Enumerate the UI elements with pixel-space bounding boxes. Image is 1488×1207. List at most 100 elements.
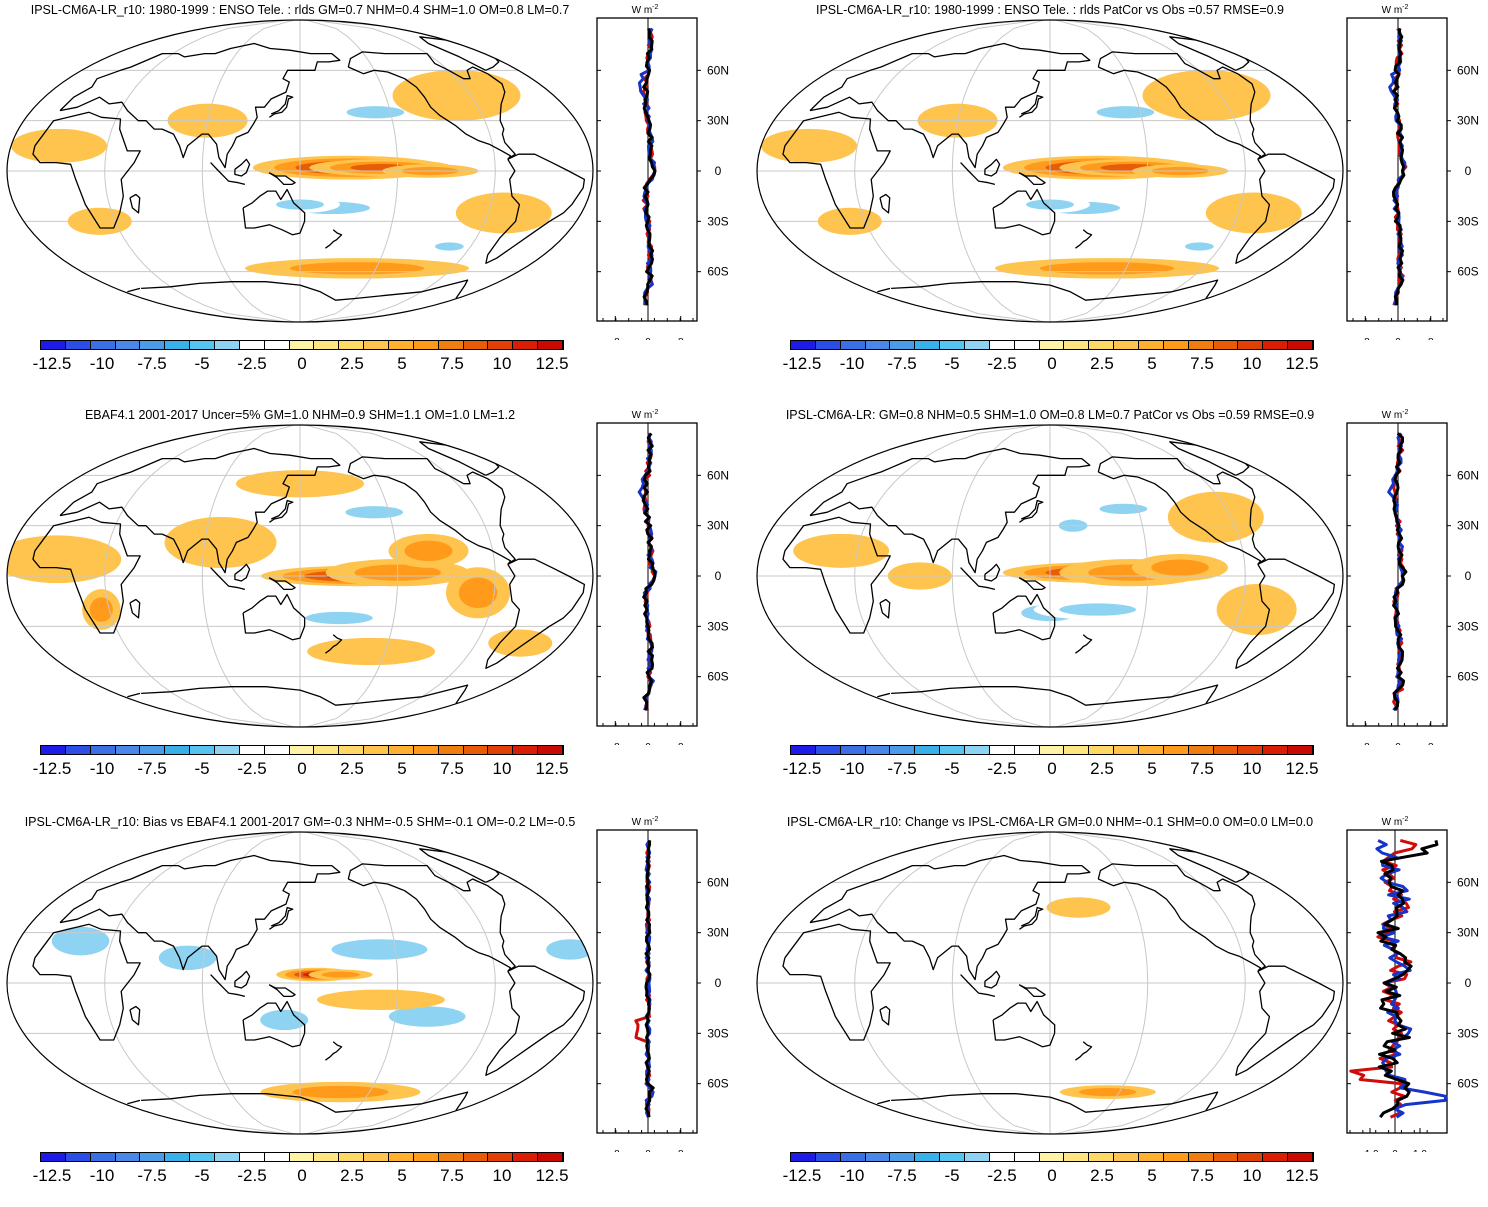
lat-tick-label: 60N [707, 875, 729, 889]
coastline [877, 279, 1219, 301]
coastline [984, 158, 1001, 177]
x-tick-label: -8 [1361, 337, 1370, 340]
anomaly-region [1078, 1087, 1137, 1097]
colorbar [790, 340, 1314, 350]
colorbar-box [1139, 1153, 1164, 1161]
lat-tick-label: 30S [707, 619, 728, 633]
colorbar-box [1163, 1153, 1189, 1161]
colorbar-box [513, 746, 539, 754]
colorbar-box [41, 746, 66, 754]
colorbar-label: 0 [1047, 759, 1057, 778]
zonal-mean-plot: W m-2 60N 30N 0 30S 60S -1.0 0 1.0 [1346, 816, 1479, 1152]
colorbar-box [1263, 746, 1289, 754]
anomaly-region [392, 70, 521, 121]
lat-tick-label: 0 [715, 976, 722, 990]
coastline [210, 567, 246, 591]
colorbar-box [815, 341, 841, 349]
x-tick-label: -8 [1361, 742, 1370, 745]
colorbar-label: 12.5 [1285, 1166, 1319, 1185]
colorbar-box [1238, 1153, 1264, 1161]
coastline [348, 66, 512, 160]
colorbar-box [1014, 746, 1040, 754]
coastline [325, 1041, 343, 1061]
coastline [809, 854, 1091, 981]
coastline [347, 456, 516, 565]
coastline [269, 94, 294, 118]
svg-text:W m-2: W m-2 [632, 816, 659, 828]
colorbar-box [1014, 1153, 1040, 1161]
colorbar-label: 10 [1242, 1166, 1262, 1185]
colorbar-label: 12.5 [1285, 354, 1319, 373]
map-figure: W m-2 60N 30N 0 30S 60S -8 0 8 [756, 409, 1479, 745]
anomaly-region [1099, 503, 1148, 514]
anomaly-region [51, 926, 110, 956]
panel-title: IPSL-CM6A-LR_r10: Bias vs EBAF4.1 2001-2… [24, 815, 576, 829]
panel-title: IPSL-CM6A-LR_r10: 1980-1999 : ENSO Tele.… [815, 3, 1285, 17]
colorbar-label: 10 [1242, 759, 1262, 778]
map-figure: W m-2 60N 30N 0 30S 60S -8 0 8 [6, 816, 729, 1152]
colorbar-label: 10 [492, 1166, 512, 1185]
colorbar-label: -7.5 [887, 759, 917, 778]
colorbar-box [1039, 341, 1065, 349]
colorbar-box [815, 1153, 841, 1161]
colorbar-box [90, 341, 116, 349]
colorbar-box [513, 1153, 539, 1161]
panel-title: IPSL-CM6A-LR: GM=0.8 NHM=0.5 SHM=1.0 OM=… [785, 408, 1315, 422]
colorbar-label: 7.5 [1190, 354, 1214, 373]
colorbar-label: -10 [89, 1166, 115, 1185]
colorbar-box [1188, 341, 1214, 349]
colorbar-labels: -12.5 -10 -7.5 -5 -2.5 0 2.5 5 7.5 10 12.5 [33, 354, 569, 376]
colorbar-box [115, 1153, 141, 1161]
colorbar-label: -12.5 [32, 354, 72, 373]
coastline [348, 471, 512, 565]
coastline [1075, 1041, 1093, 1061]
coastline [348, 878, 512, 972]
colorbar-box [965, 1153, 990, 1161]
svg-text:W m-2: W m-2 [1382, 4, 1409, 16]
coastline [268, 172, 296, 186]
colorbar-box [513, 341, 539, 349]
anomaly-region [1142, 70, 1271, 121]
colorbar-box [488, 746, 514, 754]
zonal-profile-line [1376, 840, 1439, 1119]
anomaly-region [455, 192, 552, 234]
anomaly-region [1039, 262, 1175, 275]
colorbar-box [1288, 1153, 1314, 1161]
coastline [1097, 51, 1266, 160]
colorbar-label: -12.5 [782, 759, 822, 778]
colorbar-box [190, 746, 216, 754]
colorbar-box [463, 1153, 489, 1161]
lat-tick-label: 0 [1465, 164, 1472, 178]
zonal-profile-line [641, 432, 657, 711]
colorbar-label: -2.5 [987, 759, 1017, 778]
colorbar-label: 7.5 [1190, 759, 1214, 778]
anomaly-region [331, 939, 428, 960]
coastline [129, 598, 141, 619]
anomaly-region [408, 890, 505, 925]
colorbar-box [1064, 1153, 1090, 1161]
colorbar-label: -7.5 [887, 1166, 917, 1185]
coastline [59, 447, 341, 574]
colorbar-box [1114, 746, 1140, 754]
coastline [234, 563, 251, 582]
colorbar-label: 2.5 [340, 759, 364, 778]
coastline [210, 974, 246, 998]
colorbar-label: -5 [944, 759, 960, 778]
colorbar-label: -2.5 [237, 759, 267, 778]
zonal-profile-line [644, 840, 655, 1118]
x-tick-label: -8 [611, 742, 620, 745]
coastline [960, 162, 996, 186]
colorbar-box [339, 746, 365, 754]
colorbar-box [463, 746, 489, 754]
colorbar-box [339, 1153, 365, 1161]
colorbar-labels: -12.5 -10 -7.5 -5 -2.5 0 2.5 5 7.5 10 12.5 [783, 1166, 1319, 1188]
colorbar-box [1163, 746, 1189, 754]
colorbar-box [314, 1153, 340, 1161]
x-tick-label: -8 [611, 337, 620, 340]
colorbar-box [115, 341, 141, 349]
zonal-profile-line [642, 27, 657, 306]
anomaly-region [767, 1011, 800, 1039]
coastline [32, 923, 141, 1041]
colorbar-label: -7.5 [137, 354, 167, 373]
colorbar-box [1163, 341, 1189, 349]
